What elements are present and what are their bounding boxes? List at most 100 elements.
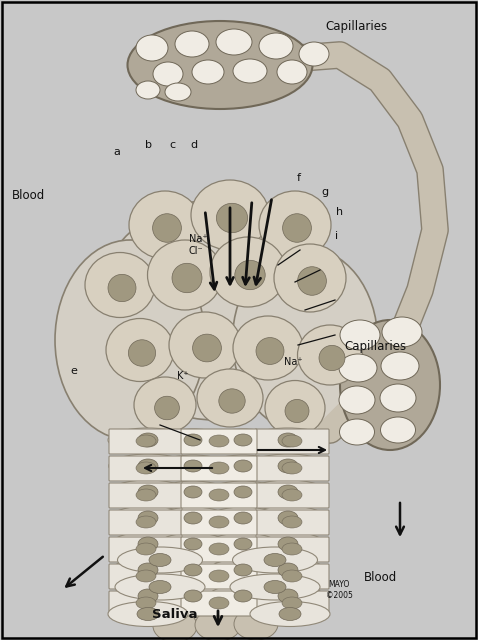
Ellipse shape: [136, 597, 156, 609]
Ellipse shape: [381, 352, 419, 380]
Ellipse shape: [277, 60, 307, 84]
Ellipse shape: [282, 462, 302, 474]
Text: Capillaries: Capillaries: [325, 20, 387, 33]
Ellipse shape: [136, 35, 168, 61]
Ellipse shape: [264, 580, 286, 593]
Ellipse shape: [159, 455, 227, 477]
Ellipse shape: [233, 59, 267, 83]
Ellipse shape: [209, 455, 277, 477]
FancyBboxPatch shape: [181, 483, 257, 508]
Ellipse shape: [252, 558, 324, 582]
Ellipse shape: [149, 554, 171, 566]
Ellipse shape: [248, 428, 328, 452]
Ellipse shape: [278, 459, 298, 473]
Ellipse shape: [340, 320, 440, 450]
Ellipse shape: [339, 419, 374, 445]
Ellipse shape: [249, 454, 327, 478]
Ellipse shape: [138, 537, 158, 551]
Ellipse shape: [219, 389, 245, 413]
Ellipse shape: [285, 399, 309, 422]
Ellipse shape: [113, 584, 183, 608]
Ellipse shape: [169, 312, 241, 378]
Text: b: b: [145, 140, 152, 150]
Ellipse shape: [111, 532, 185, 556]
Ellipse shape: [149, 580, 171, 593]
FancyBboxPatch shape: [181, 591, 257, 616]
Ellipse shape: [209, 570, 229, 582]
Ellipse shape: [136, 489, 156, 501]
Ellipse shape: [278, 589, 298, 603]
Ellipse shape: [264, 554, 286, 566]
Ellipse shape: [278, 563, 298, 577]
Ellipse shape: [282, 489, 302, 501]
FancyBboxPatch shape: [109, 510, 183, 535]
Ellipse shape: [85, 253, 155, 317]
FancyBboxPatch shape: [181, 510, 257, 535]
FancyBboxPatch shape: [109, 537, 183, 562]
Ellipse shape: [209, 543, 229, 555]
Ellipse shape: [234, 486, 252, 498]
Ellipse shape: [319, 346, 345, 371]
Ellipse shape: [136, 462, 156, 474]
Text: i: i: [336, 230, 338, 241]
Ellipse shape: [250, 602, 330, 627]
FancyBboxPatch shape: [109, 564, 183, 589]
Text: g: g: [322, 187, 328, 197]
Ellipse shape: [210, 237, 286, 307]
Ellipse shape: [159, 481, 227, 503]
Ellipse shape: [209, 481, 277, 503]
Ellipse shape: [184, 512, 202, 524]
Ellipse shape: [106, 319, 174, 381]
Ellipse shape: [184, 460, 202, 472]
Text: a: a: [114, 147, 120, 157]
FancyBboxPatch shape: [109, 456, 183, 481]
Ellipse shape: [184, 538, 202, 550]
Ellipse shape: [152, 214, 181, 243]
Text: c: c: [169, 140, 175, 150]
FancyBboxPatch shape: [255, 456, 329, 481]
Ellipse shape: [209, 559, 277, 581]
Ellipse shape: [279, 607, 301, 621]
Ellipse shape: [234, 512, 252, 524]
Ellipse shape: [282, 570, 302, 582]
Ellipse shape: [95, 200, 335, 420]
Ellipse shape: [299, 42, 329, 66]
Ellipse shape: [259, 191, 331, 259]
Ellipse shape: [382, 317, 422, 347]
Ellipse shape: [136, 81, 160, 99]
FancyBboxPatch shape: [109, 591, 183, 616]
Text: Capillaries: Capillaries: [344, 340, 406, 353]
Ellipse shape: [170, 589, 220, 627]
Ellipse shape: [134, 377, 196, 433]
Ellipse shape: [138, 563, 158, 577]
Ellipse shape: [209, 435, 229, 447]
Ellipse shape: [298, 267, 326, 295]
Ellipse shape: [216, 29, 252, 55]
Ellipse shape: [259, 33, 293, 59]
Ellipse shape: [274, 244, 346, 312]
Ellipse shape: [209, 533, 277, 555]
Ellipse shape: [172, 263, 202, 292]
Ellipse shape: [193, 334, 221, 362]
Ellipse shape: [265, 381, 325, 435]
Ellipse shape: [136, 435, 156, 447]
Ellipse shape: [112, 558, 184, 582]
Ellipse shape: [234, 564, 252, 576]
Ellipse shape: [380, 384, 416, 412]
Ellipse shape: [209, 429, 277, 451]
Ellipse shape: [191, 180, 269, 250]
Ellipse shape: [250, 480, 326, 504]
Text: Na⁺
Cl⁻: Na⁺ Cl⁻: [189, 234, 207, 256]
Text: e: e: [71, 366, 77, 376]
Text: d: d: [190, 140, 197, 150]
Ellipse shape: [159, 559, 227, 581]
Ellipse shape: [109, 454, 187, 478]
Ellipse shape: [159, 429, 227, 451]
Ellipse shape: [159, 507, 227, 529]
Text: Blood: Blood: [12, 189, 45, 202]
Ellipse shape: [251, 532, 325, 556]
Ellipse shape: [282, 597, 302, 609]
Ellipse shape: [278, 485, 298, 499]
Ellipse shape: [136, 570, 156, 582]
Ellipse shape: [209, 462, 229, 474]
